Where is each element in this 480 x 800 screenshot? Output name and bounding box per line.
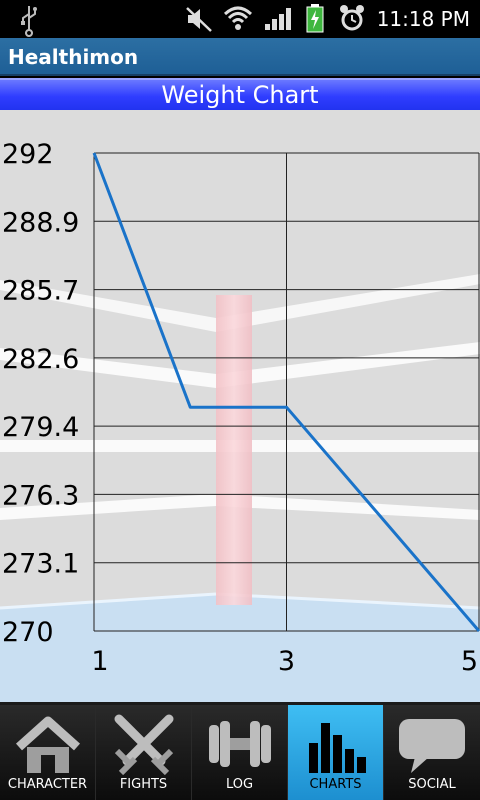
floor-edge xyxy=(0,592,217,610)
weight-line xyxy=(92,152,480,632)
title-bar: Healthimon xyxy=(0,38,480,76)
x-tick-label: 1 xyxy=(91,646,108,677)
chart-title: Weight Chart xyxy=(161,81,319,109)
floor-edge xyxy=(215,592,480,610)
battery-charging-icon xyxy=(306,4,324,33)
y-tick-label: 288.9 xyxy=(2,207,79,238)
y-tick-label: 285.7 xyxy=(2,276,79,307)
mute-icon xyxy=(186,7,212,32)
x-tick-label: 5 xyxy=(461,646,478,677)
y-tick-label: 273.1 xyxy=(2,549,79,580)
y-tick-label: 292 xyxy=(2,139,54,170)
y-tick-label: 276.3 xyxy=(2,480,79,511)
status-bar: 11:18 PM xyxy=(0,0,480,38)
app-title: Healthimon xyxy=(8,45,139,69)
y-tick-label: 270 xyxy=(2,617,54,648)
y-tick-label: 279.4 xyxy=(2,412,79,443)
chart-header: Weight Chart xyxy=(0,78,480,110)
decorative-pillar xyxy=(216,295,252,605)
tab-label: FIGHTS xyxy=(119,777,168,792)
speech-bubble-icon xyxy=(399,719,465,773)
tab-log[interactable]: LOG xyxy=(192,705,288,800)
tab-charts[interactable]: CHARTS xyxy=(288,705,384,800)
house-icon xyxy=(15,716,81,773)
tab-label: LOG xyxy=(225,777,254,792)
tab-label: CHARACTER xyxy=(7,777,88,792)
alarm-icon xyxy=(340,5,364,31)
y-tick-label: 282.6 xyxy=(2,344,79,375)
dumbbell-icon xyxy=(209,721,271,767)
signal-icon xyxy=(265,8,291,30)
tab-label: CHARTS xyxy=(309,777,362,792)
tab-character[interactable]: CHARACTER xyxy=(0,705,96,800)
clock: 11:18 PM xyxy=(376,7,470,31)
chart-floor xyxy=(0,594,480,702)
weight-chart: 292 288.9 285.7 282.6 279.4 276.3 273.1 270 1 3 5 xyxy=(0,110,480,702)
x-tick-label: 3 xyxy=(278,646,295,677)
chart-canvas: 292 288.9 285.7 282.6 279.4 276.3 273.1 270 1 3 5 xyxy=(0,110,480,702)
bar-chart-icon xyxy=(309,723,366,773)
usb-icon xyxy=(21,6,37,37)
bottom-nav: CHARACTER FIGHTS LOG CHARTS xyxy=(0,702,480,800)
wifi-icon xyxy=(223,6,253,30)
crossed-swords-icon xyxy=(114,714,174,775)
tab-label: SOCIAL xyxy=(408,777,456,792)
tab-social[interactable]: SOCIAL xyxy=(384,705,480,800)
tab-fights[interactable]: FIGHTS xyxy=(96,705,192,800)
